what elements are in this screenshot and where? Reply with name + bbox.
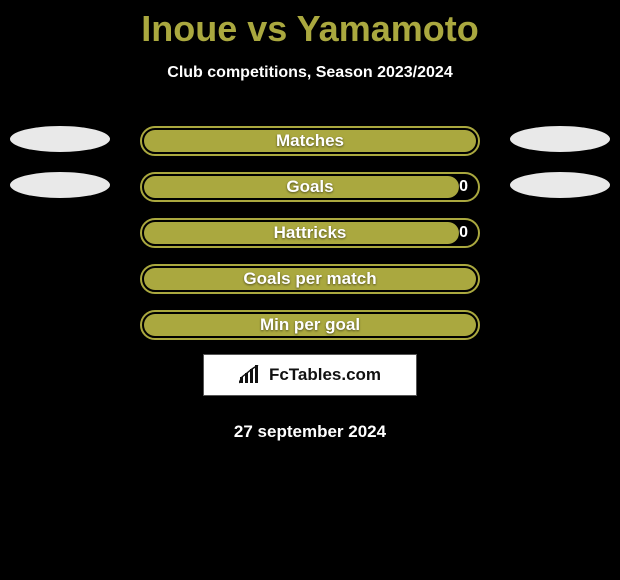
stat-bar: Matches — [140, 126, 480, 156]
comparison-row: Hattricks0 — [0, 218, 620, 264]
stat-value-right: 0 — [459, 220, 468, 246]
player-left-avatar — [10, 126, 110, 152]
comparison-rows: MatchesGoals0Hattricks0Goals per matchMi… — [0, 126, 620, 356]
player-right-avatar — [510, 172, 610, 198]
stat-label: Goals — [142, 174, 478, 200]
stat-value-right: 0 — [459, 174, 468, 200]
stat-label: Goals per match — [142, 266, 478, 292]
branding-text: FcTables.com — [269, 365, 381, 385]
stat-bar: Goals per match — [140, 264, 480, 294]
stat-label: Min per goal — [142, 312, 478, 338]
date-text: 27 september 2024 — [0, 422, 620, 442]
comparison-row: Matches — [0, 126, 620, 172]
stat-label: Hattricks — [142, 220, 478, 246]
player-left-avatar — [10, 172, 110, 198]
branding-badge[interactable]: FcTables.com — [202, 353, 418, 397]
bar-chart-icon — [239, 365, 263, 385]
stat-bar: Goals0 — [140, 172, 480, 202]
stat-bar: Min per goal — [140, 310, 480, 340]
comparison-row: Goals per match — [0, 264, 620, 310]
page-subtitle: Club competitions, Season 2023/2024 — [0, 64, 620, 82]
page-title: Inoue vs Yamamoto — [0, 0, 620, 50]
stat-label: Matches — [142, 128, 478, 154]
stat-bar: Hattricks0 — [140, 218, 480, 248]
comparison-row: Min per goal — [0, 310, 620, 356]
player-right-avatar — [510, 126, 610, 152]
comparison-row: Goals0 — [0, 172, 620, 218]
